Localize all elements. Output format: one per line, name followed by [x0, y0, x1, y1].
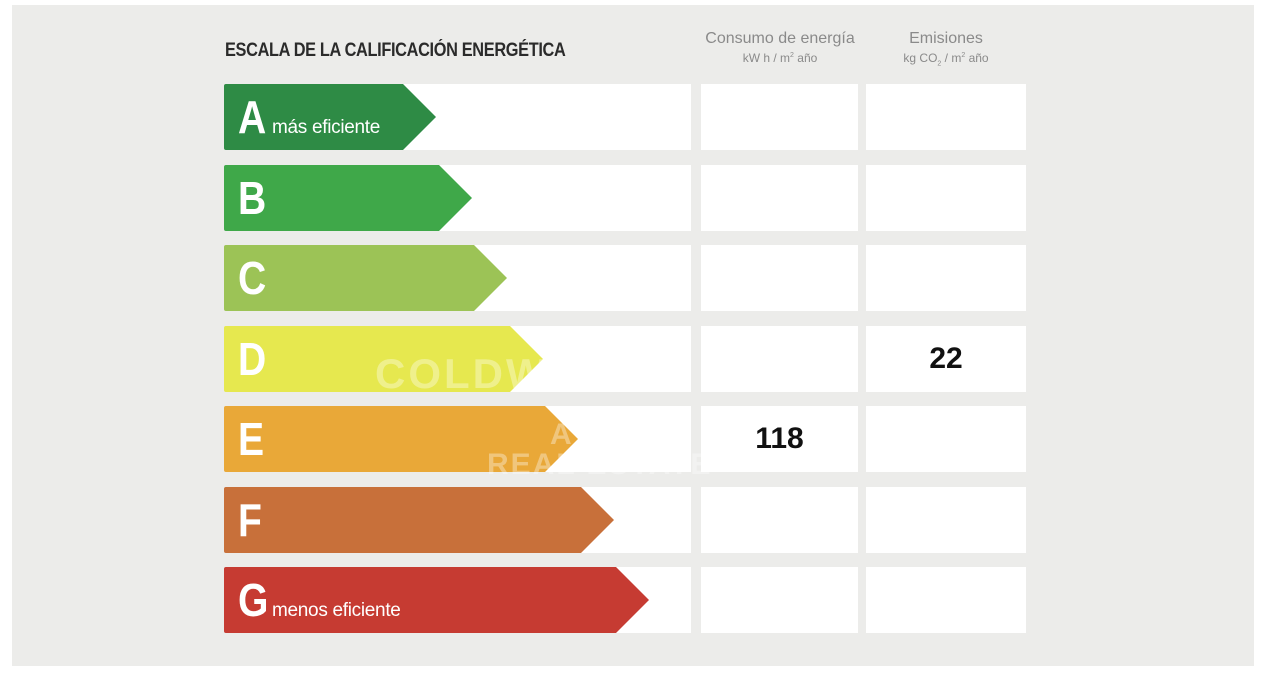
emissions-column-header: Emisiones kg CO2 / m2 año	[866, 30, 1026, 67]
emissions-value-cell	[866, 165, 1026, 231]
emissions-column-unit: kg CO2 / m2 año	[903, 51, 989, 68]
rating-arrow-d: D	[224, 326, 543, 392]
emissions-value-cell	[866, 406, 1026, 472]
rating-arrow-b: B	[224, 165, 472, 231]
emissions-value-cell	[866, 487, 1026, 553]
rating-caption: más eficiente	[272, 117, 381, 138]
watermark-text: A	[550, 418, 572, 451]
energy-value-cell	[701, 84, 858, 150]
emissions-value-cell: 22	[866, 326, 1026, 392]
energy-column-header: Consumo de energía kW h / m2 año	[700, 30, 860, 65]
rating-arrow-f: F	[224, 487, 614, 553]
rating-caption: menos eficiente	[272, 600, 401, 621]
energy-value-cell	[701, 165, 858, 231]
rating-letter: C	[238, 252, 267, 304]
watermark-text: COLDWELL	[375, 350, 637, 397]
energy-value-cell	[701, 567, 858, 633]
emissions-value-cell	[866, 84, 1026, 150]
energy-column-unit: kW h / m2 año	[742, 51, 818, 65]
rating-letter: D	[238, 333, 267, 385]
rating-letter: G	[238, 574, 269, 626]
rating-letter: B	[238, 172, 267, 224]
rating-arrow-c: C	[224, 245, 507, 311]
energy-value-cell	[701, 326, 858, 392]
emissions-value-cell	[866, 245, 1026, 311]
emissions-column-label: Emisiones	[909, 30, 983, 47]
watermark-text: REAL ESTATE	[487, 448, 713, 481]
rating-letter: F	[238, 494, 262, 546]
rating-letter: A	[238, 91, 267, 143]
energy-column-label: Consumo de energía	[705, 30, 855, 47]
energy-value-cell: 118	[701, 406, 858, 472]
energy-value-cell	[701, 487, 858, 553]
rating-arrow-e: E	[224, 406, 578, 472]
energy-value-cell	[701, 245, 858, 311]
emissions-value-cell	[866, 567, 1026, 633]
rating-letter: E	[238, 413, 265, 465]
page-title: ESCALA DE LA CALIFICACIÓN ENERGÉTICA	[225, 40, 566, 61]
